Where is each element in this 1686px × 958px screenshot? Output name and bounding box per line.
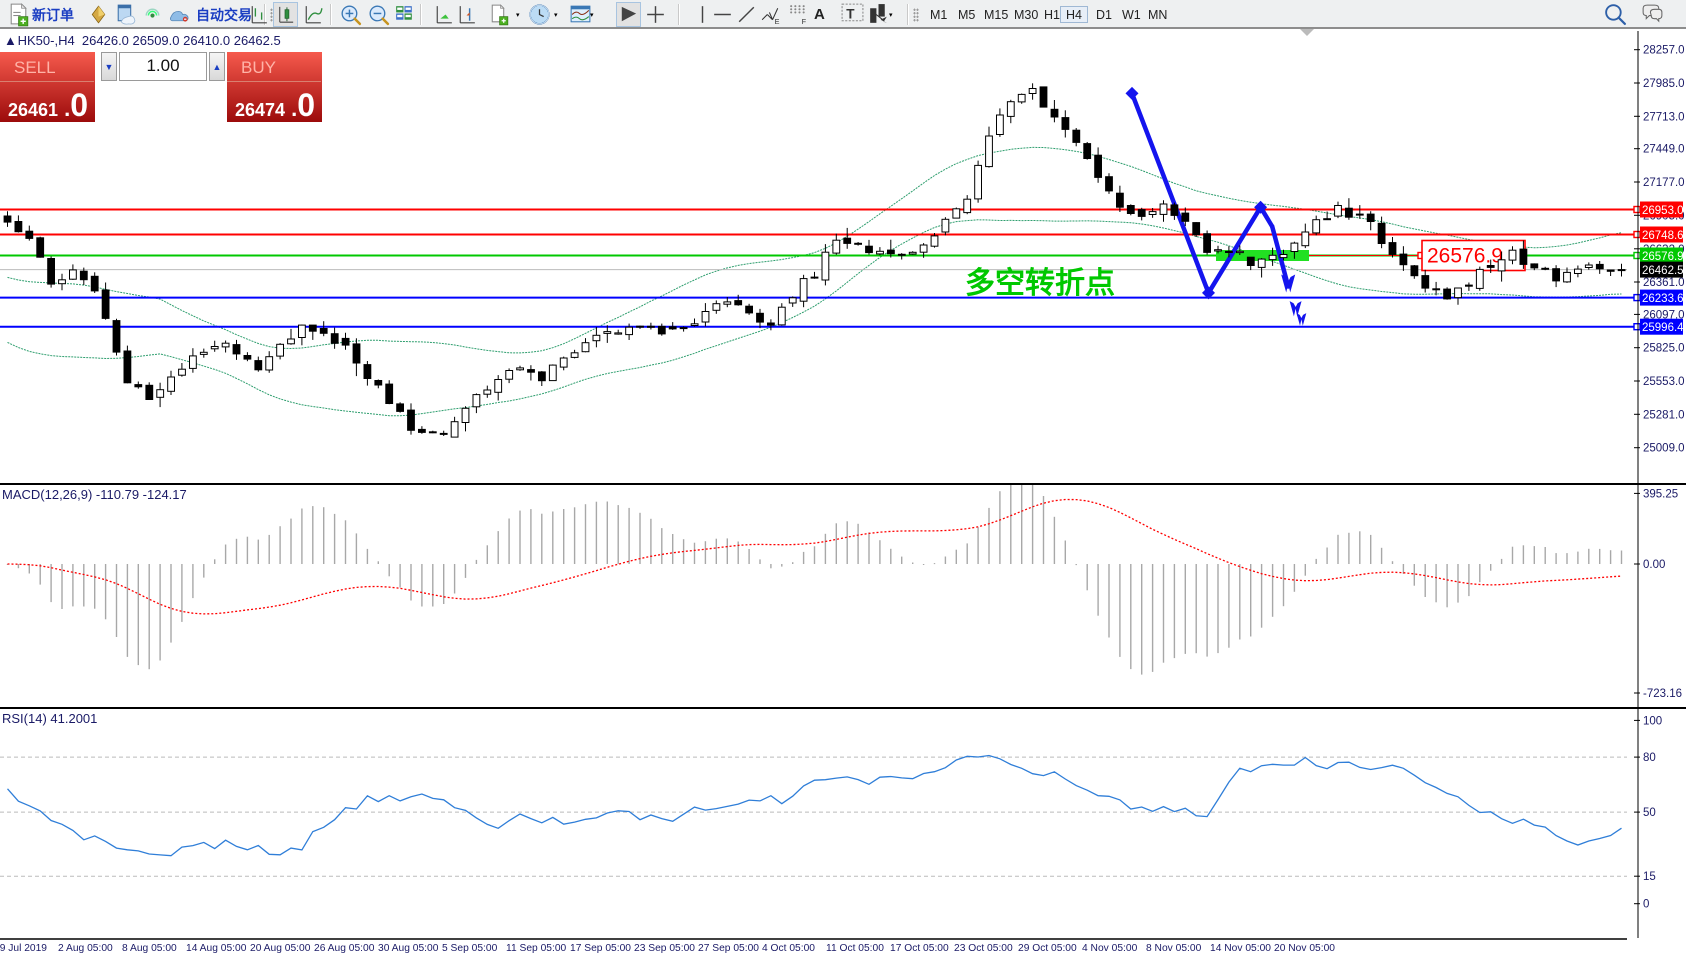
svg-text:27985.0: 27985.0 — [1643, 78, 1685, 90]
svg-text:0: 0 — [1643, 899, 1649, 911]
svg-text:25553.0: 25553.0 — [1643, 376, 1685, 388]
svg-text:0.00: 0.00 — [1643, 559, 1665, 571]
svg-text:27713.0: 27713.0 — [1643, 111, 1685, 123]
svg-text:T: T — [846, 7, 855, 22]
svg-text:F: F — [802, 17, 807, 26]
svg-text:E: E — [775, 17, 780, 26]
svg-text:50: 50 — [1643, 807, 1656, 819]
svg-text:26462.5: 26462.5 — [1642, 265, 1684, 277]
svg-text:多空转折点: 多空转折点 — [965, 267, 1115, 300]
svg-text:25996.4: 25996.4 — [1642, 322, 1684, 334]
svg-text:100: 100 — [1643, 715, 1662, 727]
svg-text:15: 15 — [1643, 871, 1656, 883]
svg-text:26953.0: 26953.0 — [1642, 205, 1684, 217]
svg-text:26576.9: 26576.9 — [1427, 245, 1503, 268]
svg-text:26361.0: 26361.0 — [1643, 277, 1685, 289]
svg-text:26233.6: 26233.6 — [1642, 293, 1684, 305]
svg-text:25825.0: 25825.0 — [1643, 343, 1685, 355]
svg-text:26576.9: 26576.9 — [1642, 251, 1684, 263]
svg-text:395.25: 395.25 — [1643, 488, 1678, 500]
svg-text:-723.16: -723.16 — [1643, 688, 1682, 700]
svg-text:25281.0: 25281.0 — [1643, 409, 1685, 421]
svg-text:28257.0: 28257.0 — [1643, 45, 1685, 57]
svg-text:25009.0: 25009.0 — [1643, 443, 1685, 455]
svg-text:27449.0: 27449.0 — [1643, 144, 1685, 156]
svg-text:80: 80 — [1643, 752, 1656, 764]
svg-text:26748.6: 26748.6 — [1642, 230, 1684, 242]
svg-text:27177.0: 27177.0 — [1643, 177, 1685, 189]
